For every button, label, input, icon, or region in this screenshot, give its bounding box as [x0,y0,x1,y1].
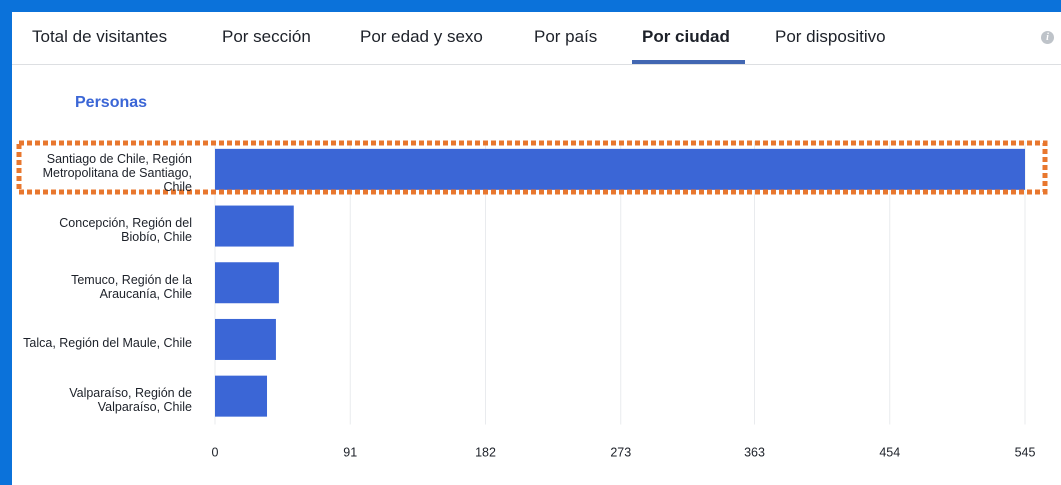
info-icon[interactable]: i [1041,31,1054,44]
x-tick-label: 91 [343,446,357,460]
tab[interactable]: Total de visitantes [32,27,168,46]
tab-bar: Total de visitantes Por sección Por edad… [12,12,1061,65]
category-label: Santiago de Chile, Región Metropolitana … [42,152,192,195]
tab[interactable]: Por país [534,27,598,46]
chart-title: Personas [75,94,148,111]
chart: 0 91 182 273 363 454 545 [16,140,1048,460]
x-tick-label: 454 [879,446,900,460]
category-label: Valparaíso, Región de Valparaíso, Chile [69,386,192,415]
x-tick-label: 545 [1015,446,1036,460]
highlight-box [16,140,1048,195]
bar [215,148,1025,190]
tab[interactable]: Por edad y sexo [360,27,483,46]
tab[interactable]: Por dispositivo [775,27,886,46]
x-tick-label: 363 [744,446,765,460]
x-tick-label: 273 [610,446,631,460]
bar [215,262,279,304]
category-label: Temuco, Región de la Araucanía, Chile [71,272,192,301]
bar [215,318,276,360]
bar [215,375,268,417]
category-label: Concepción, Región del Biobío, Chile [59,216,192,245]
insights-panel: Total de visitantes Por sección Por edad… [12,12,1061,485]
active-underline [632,60,745,64]
x-tick-label: 182 [475,446,496,460]
bar [215,205,294,247]
x-tick-label: 0 [212,446,219,460]
tab[interactable]: Por sección [222,27,311,46]
category-label: Talca, Región del Maule, Chile [23,336,192,351]
tab-active[interactable]: Por ciudad [642,27,730,46]
